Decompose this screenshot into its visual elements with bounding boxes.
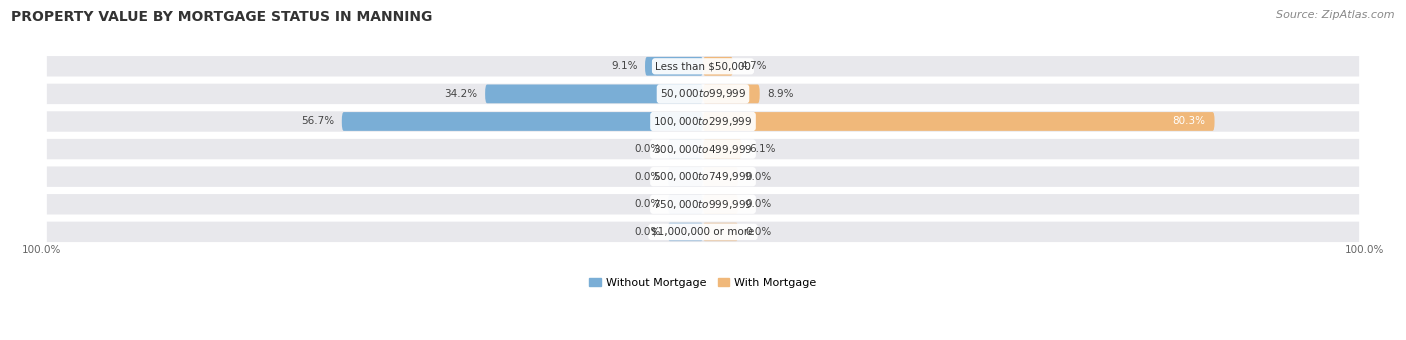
FancyBboxPatch shape bbox=[668, 140, 703, 158]
Text: $750,000 to $999,999: $750,000 to $999,999 bbox=[654, 198, 752, 211]
FancyBboxPatch shape bbox=[46, 167, 1360, 187]
FancyBboxPatch shape bbox=[703, 167, 738, 186]
Text: Less than $50,000: Less than $50,000 bbox=[655, 61, 751, 71]
Text: 9.1%: 9.1% bbox=[610, 61, 637, 71]
FancyBboxPatch shape bbox=[46, 222, 1360, 242]
Legend: Without Mortgage, With Mortgage: Without Mortgage, With Mortgage bbox=[585, 274, 821, 292]
FancyBboxPatch shape bbox=[46, 139, 1360, 159]
FancyBboxPatch shape bbox=[46, 84, 1360, 104]
FancyBboxPatch shape bbox=[46, 56, 1360, 76]
Text: 6.1%: 6.1% bbox=[749, 144, 776, 154]
Text: 0.0%: 0.0% bbox=[745, 227, 772, 237]
FancyBboxPatch shape bbox=[703, 140, 742, 158]
Text: $1,000,000 or more: $1,000,000 or more bbox=[651, 227, 755, 237]
Text: 0.0%: 0.0% bbox=[745, 199, 772, 209]
Text: PROPERTY VALUE BY MORTGAGE STATUS IN MANNING: PROPERTY VALUE BY MORTGAGE STATUS IN MAN… bbox=[11, 10, 433, 24]
Text: Source: ZipAtlas.com: Source: ZipAtlas.com bbox=[1277, 10, 1395, 20]
Text: $100,000 to $299,999: $100,000 to $299,999 bbox=[654, 115, 752, 128]
FancyBboxPatch shape bbox=[645, 57, 703, 76]
FancyBboxPatch shape bbox=[703, 85, 759, 103]
Text: 0.0%: 0.0% bbox=[634, 144, 661, 154]
FancyBboxPatch shape bbox=[668, 167, 703, 186]
Text: $300,000 to $499,999: $300,000 to $499,999 bbox=[654, 142, 752, 156]
Text: 4.7%: 4.7% bbox=[741, 61, 768, 71]
Text: 0.0%: 0.0% bbox=[634, 172, 661, 182]
FancyBboxPatch shape bbox=[342, 112, 703, 131]
FancyBboxPatch shape bbox=[703, 112, 1215, 131]
Text: 80.3%: 80.3% bbox=[1173, 117, 1205, 126]
Text: 0.0%: 0.0% bbox=[745, 172, 772, 182]
Text: 100.0%: 100.0% bbox=[1346, 245, 1385, 255]
Text: $50,000 to $99,999: $50,000 to $99,999 bbox=[659, 87, 747, 100]
FancyBboxPatch shape bbox=[703, 195, 738, 214]
FancyBboxPatch shape bbox=[668, 222, 703, 241]
Text: 100.0%: 100.0% bbox=[21, 245, 60, 255]
Text: 56.7%: 56.7% bbox=[301, 117, 335, 126]
FancyBboxPatch shape bbox=[46, 194, 1360, 215]
Text: 0.0%: 0.0% bbox=[634, 227, 661, 237]
FancyBboxPatch shape bbox=[703, 57, 733, 76]
FancyBboxPatch shape bbox=[703, 222, 738, 241]
FancyBboxPatch shape bbox=[668, 195, 703, 214]
FancyBboxPatch shape bbox=[485, 85, 703, 103]
Text: 8.9%: 8.9% bbox=[768, 89, 794, 99]
Text: 34.2%: 34.2% bbox=[444, 89, 478, 99]
FancyBboxPatch shape bbox=[46, 111, 1360, 132]
Text: 0.0%: 0.0% bbox=[634, 199, 661, 209]
Text: $500,000 to $749,999: $500,000 to $749,999 bbox=[654, 170, 752, 183]
